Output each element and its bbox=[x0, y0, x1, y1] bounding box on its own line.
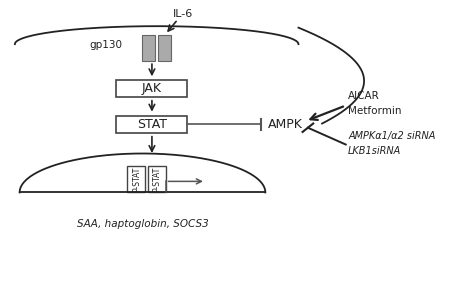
Text: LKB1siRNA: LKB1siRNA bbox=[348, 146, 401, 156]
Text: P-STAT: P-STAT bbox=[152, 167, 161, 192]
Text: IL-6: IL-6 bbox=[173, 9, 193, 19]
Bar bbox=[117, 80, 187, 97]
Text: AMPKα1/α2 siRNA: AMPKα1/α2 siRNA bbox=[348, 131, 436, 141]
Bar bbox=[117, 116, 187, 133]
Text: SAA, haptoglobin, SOCS3: SAA, haptoglobin, SOCS3 bbox=[77, 219, 209, 229]
Text: P-STAT: P-STAT bbox=[132, 167, 141, 192]
Text: AMPK: AMPK bbox=[268, 118, 302, 131]
Text: AICAR: AICAR bbox=[348, 91, 380, 101]
Text: Metformin: Metformin bbox=[348, 106, 401, 116]
Text: STAT: STAT bbox=[137, 118, 167, 131]
Text: JAK: JAK bbox=[142, 82, 162, 95]
Bar bbox=[142, 35, 155, 61]
Bar bbox=[128, 166, 146, 192]
Text: gp130: gp130 bbox=[90, 40, 123, 50]
Bar bbox=[158, 35, 171, 61]
Bar bbox=[148, 166, 165, 192]
